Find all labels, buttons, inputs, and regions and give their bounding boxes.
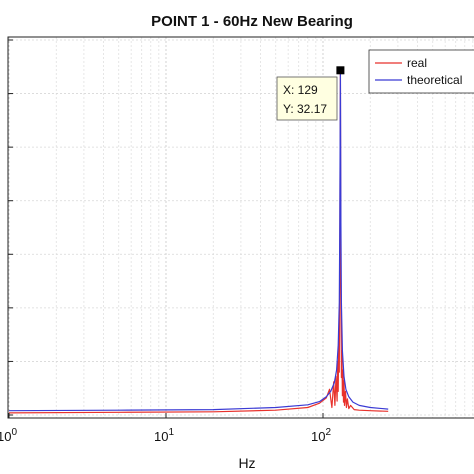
x-tick-label: 101 <box>154 427 174 444</box>
series-line-theoretical <box>8 69 389 412</box>
x-tick-labels: 100 101 102 <box>0 413 331 444</box>
plot-frame <box>7 36 474 419</box>
legend[interactable]: real theoretical <box>368 49 474 94</box>
x-tick-label: 100 <box>0 427 17 444</box>
x-axis-label: Hz <box>238 455 255 471</box>
data-tip-box <box>276 76 338 121</box>
grid <box>8 37 474 418</box>
data-tip-y: Y: 32.17 <box>283 102 327 116</box>
legend-box <box>368 49 474 94</box>
x-tick-label: 102 <box>311 427 331 444</box>
data-tip[interactable]: X: 129 Y: 32.17 <box>276 66 345 121</box>
chart-title: POINT 1 - 60Hz New Bearing <box>151 13 353 30</box>
plot-lines <box>8 69 389 414</box>
data-tip-x: X: 129 <box>283 83 318 97</box>
legend-label-theoretical: theoretical <box>407 73 462 87</box>
data-tip-marker[interactable] <box>336 66 345 75</box>
legend-label-real: real <box>407 56 427 70</box>
